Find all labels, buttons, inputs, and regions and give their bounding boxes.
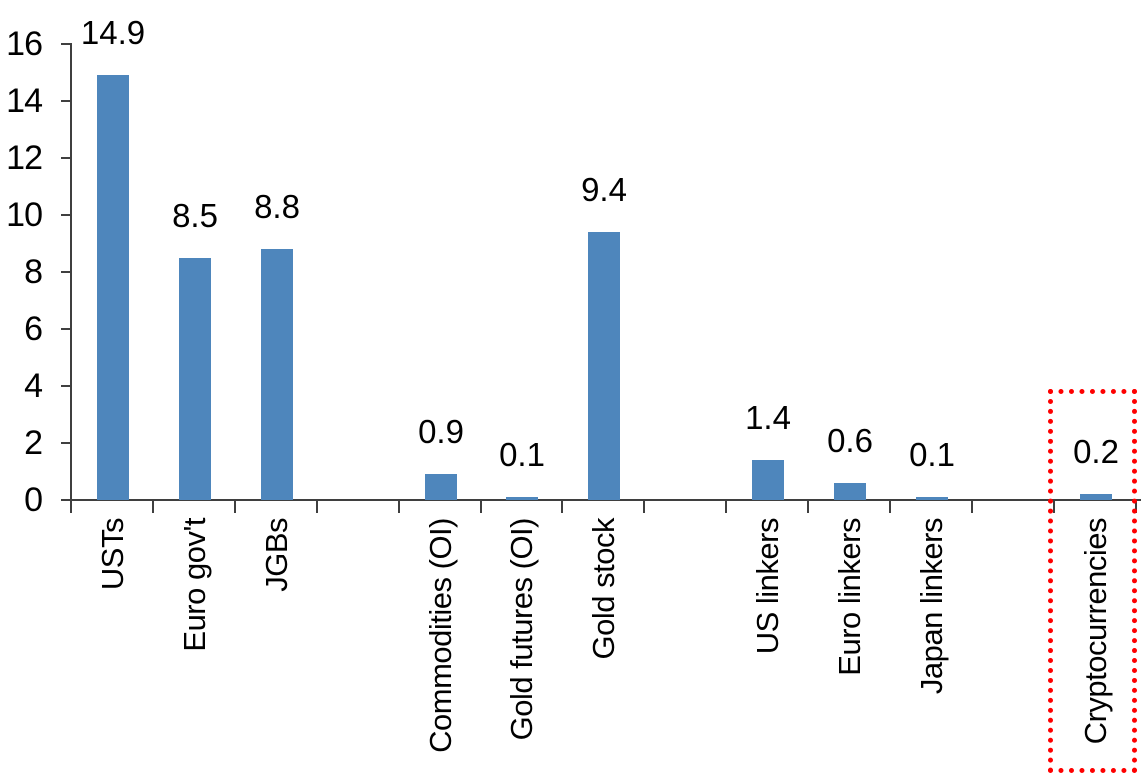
y-tick-mark [61, 157, 72, 159]
x-tick-mark [398, 500, 400, 513]
x-tick-mark [561, 500, 563, 513]
value-label-euro-linkers: 0.6 [827, 422, 873, 459]
bar-usts [97, 75, 129, 500]
x-category-label-gold-stock: Gold stock [586, 518, 621, 660]
x-category-label-gold-futures-oi: Gold futures (OI) [504, 518, 539, 741]
bar-gold-futures-oi [506, 497, 538, 500]
bar-us-linkers [752, 460, 784, 500]
x-tick-mark [152, 500, 154, 513]
value-label-usts: 14.9 [80, 14, 146, 51]
x-category-label-japan-linkers: Japan linkers [914, 518, 949, 695]
value-label-us-linkers: 1.4 [745, 399, 791, 436]
x-tick-mark [643, 500, 645, 513]
y-tick-label: 16 [6, 25, 43, 63]
x-tick-mark [316, 500, 318, 513]
y-tick-label: 8 [24, 253, 43, 291]
x-tick-mark [480, 500, 482, 513]
value-label-japan-linkers: 0.1 [909, 436, 955, 473]
x-category-label-commodities-oi: Commodities (OI) [423, 518, 458, 753]
x-tick-mark [971, 500, 973, 513]
value-label-jgbs: 8.8 [254, 188, 300, 225]
y-tick-label: 2 [24, 424, 43, 462]
value-label-gold-futures-oi: 0.1 [499, 436, 545, 473]
y-tick-label: 4 [24, 367, 43, 405]
x-tick-mark [725, 500, 727, 513]
bar-euro-linkers [834, 483, 866, 500]
y-tick-label: 0 [24, 481, 43, 519]
x-category-label-euro-linkers: Euro linkers [832, 518, 867, 676]
x-category-label-us-linkers: US linkers [750, 518, 785, 655]
bar-jgbs [261, 249, 293, 500]
x-tick-mark [234, 500, 236, 513]
y-tick-label: 6 [24, 310, 43, 348]
value-label-commodities-oi: 0.9 [418, 413, 464, 450]
x-tick-mark [889, 500, 891, 513]
y-tick-mark [61, 271, 72, 273]
y-tick-label: 14 [6, 82, 43, 120]
x-category-label-jgbs: JGBs [259, 518, 294, 592]
bar-cryptocurrencies [1080, 494, 1112, 500]
bar-japan-linkers [916, 497, 948, 500]
x-tick-mark [70, 500, 72, 513]
value-label-cryptocurrencies: 0.2 [1073, 433, 1119, 470]
y-tick-mark [61, 43, 72, 45]
x-tick-mark [807, 500, 809, 513]
x-category-label-euro-gov-t: Euro gov't [177, 518, 212, 652]
x-tick-mark [1053, 500, 1055, 513]
y-tick-label: 12 [6, 139, 43, 177]
y-tick-mark [61, 214, 72, 216]
value-label-euro-gov-t: 8.5 [172, 197, 218, 234]
y-tick-label: 10 [6, 196, 43, 234]
highlight-box-cryptocurrencies [1048, 389, 1137, 773]
x-axis-line [61, 499, 1141, 501]
value-label-gold-stock: 9.4 [581, 171, 627, 208]
y-tick-mark [61, 100, 72, 102]
y-tick-mark [61, 385, 72, 387]
bar-gold-stock [588, 232, 620, 500]
x-category-label-usts: USTs [95, 518, 130, 591]
bar-euro-gov-t [179, 258, 211, 500]
y-tick-mark [61, 442, 72, 444]
y-tick-mark [61, 328, 72, 330]
bar-commodities-oi [425, 474, 457, 500]
